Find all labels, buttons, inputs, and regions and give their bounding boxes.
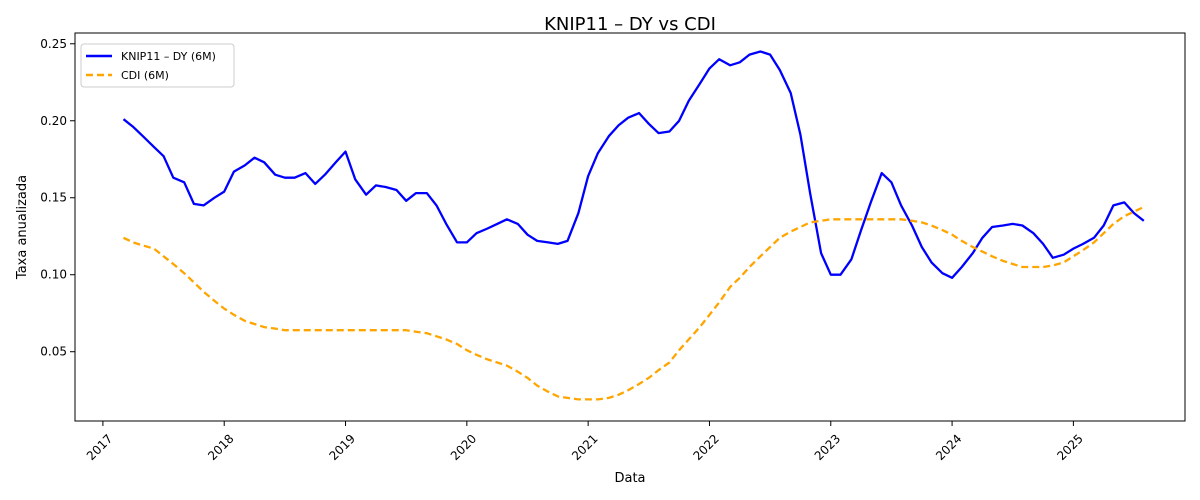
x-tick-label-2020: 2020 — [448, 432, 479, 463]
x-tick-label-2017: 2017 — [84, 432, 115, 463]
legend-label-knip11-dy: KNIP11 – DY (6M) — [121, 50, 216, 63]
x-tick-label-2019: 2019 — [327, 432, 358, 463]
plot-area — [122, 50, 1145, 401]
y-tick-label-0.05: 0.05 — [40, 345, 67, 359]
legend: KNIP11 – DY (6M) CDI (6M) — [80, 43, 235, 88]
y-axis-label: Taxa anualizada — [15, 175, 30, 280]
x-tick-label-2022: 2022 — [690, 432, 721, 463]
y-tick-label-0.20: 0.20 — [40, 114, 67, 128]
y-tick-label-0.25: 0.25 — [40, 37, 67, 51]
x-tick-label-2021: 2021 — [569, 432, 600, 463]
plot-frame — [74, 32, 1186, 422]
chart-title: KNIP11 – DY vs CDI — [544, 14, 716, 35]
y-axis: 0.05 0.10 0.15 0.20 0.25 — [40, 37, 75, 359]
x-tick-label-2023: 2023 — [812, 432, 843, 463]
legend-box — [80, 43, 235, 88]
x-axis-label: Data — [614, 471, 645, 486]
legend-label-cdi: CDI (6M) — [121, 69, 169, 82]
x-tick-label-2024: 2024 — [933, 432, 964, 463]
x-tick-label-2018: 2018 — [205, 432, 236, 463]
y-tick-label-0.10: 0.10 — [40, 268, 67, 282]
knip11-dy-line — [122, 50, 1145, 279]
x-axis: 2017 2018 2019 2020 2021 2022 2023 2024 2025 — [84, 421, 1086, 463]
y-tick-label-0.15: 0.15 — [40, 191, 67, 205]
cdi-line — [123, 205, 1145, 401]
x-tick-label-2025: 2025 — [1054, 432, 1085, 463]
